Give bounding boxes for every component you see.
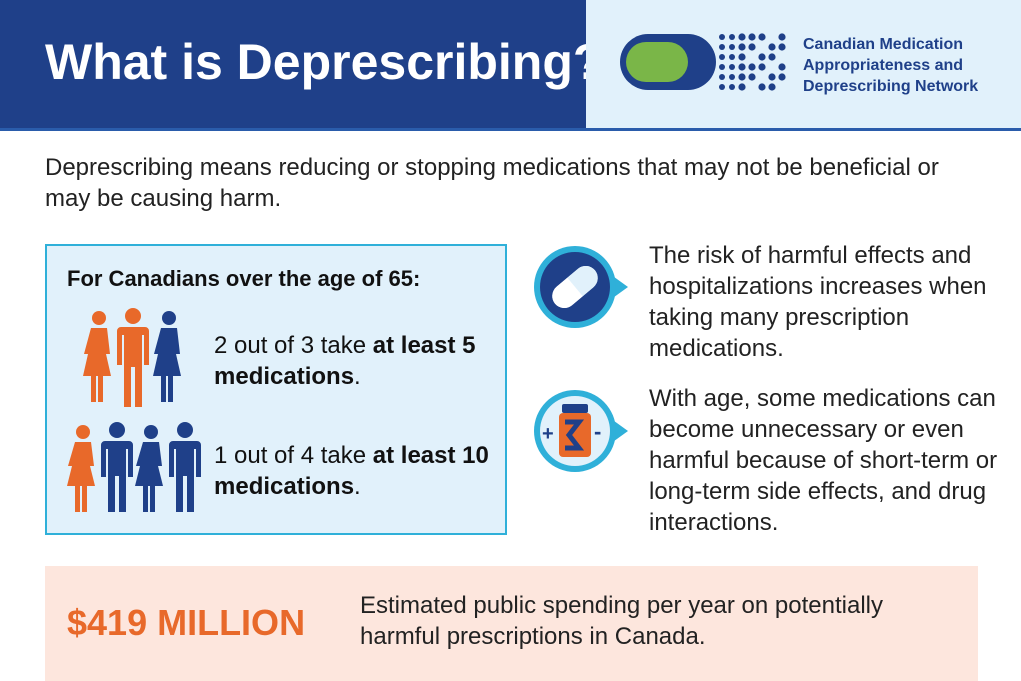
capsule-icon — [534, 246, 628, 328]
logo-dot — [768, 43, 776, 51]
svg-text:+: + — [542, 423, 554, 445]
network-name-line-1: Canadian Medication — [803, 36, 964, 53]
logo-dot — [719, 44, 725, 50]
logo-dot — [719, 84, 725, 90]
pill-bottle-plus-minus-icon: + - — [534, 390, 628, 472]
logo-dot — [738, 43, 746, 51]
stat-emphasis: at least 5 medications — [214, 332, 476, 390]
logo-panel: Canadian Medication Appropriateness and … — [586, 0, 1021, 128]
stat-text-10-medications: 1 out of 4 take at least 10 medications. — [214, 440, 505, 502]
logo-dot — [778, 43, 786, 51]
logo-dot — [768, 73, 776, 81]
logo-dot — [729, 64, 735, 70]
fact-harmful-effects: The risk of harmful effects and hospital… — [649, 242, 987, 362]
network-name: Canadian Medication Appropriateness and … — [803, 34, 978, 97]
network-name-line-2: Appropriateness and — [803, 57, 964, 74]
stats-heading: For Canadians over the age of 65: — [67, 266, 421, 291]
logo-dot — [738, 33, 746, 41]
logo-dot — [748, 73, 756, 81]
logo-dot — [758, 63, 766, 71]
stat-prefix: 1 out of 4 take — [214, 442, 373, 469]
logo-dot — [768, 53, 776, 61]
cost-bar: $419 MILLION Estimated public spending p… — [45, 566, 978, 681]
logo-dot — [778, 73, 786, 81]
stat-suffix: . — [354, 473, 361, 500]
logo-dot — [758, 83, 766, 91]
logo-dot — [778, 33, 786, 41]
svg-text:-: - — [594, 419, 601, 444]
intro-text: Deprescribing means reducing or stopping… — [45, 154, 939, 212]
logo-dot — [758, 33, 766, 41]
fact-age-side-effects: With age, some medications can become un… — [649, 385, 998, 536]
logo-dot — [768, 83, 776, 91]
logo-dot — [729, 54, 735, 60]
logo-dot — [719, 64, 725, 70]
network-name-line-3: Deprescribing Network — [803, 78, 979, 95]
cost-value: $419 MILLION — [67, 602, 306, 643]
pill-dots-logo-icon — [620, 33, 786, 91]
stat-emphasis: at least 10 medications — [214, 442, 489, 500]
logo-dot — [729, 84, 735, 90]
header-divider — [0, 128, 1021, 131]
logo-dot — [719, 74, 725, 80]
logo-dot — [719, 34, 725, 40]
logo-dot — [738, 53, 746, 61]
stats-box: For Canadians over the age of 65: 2 out … — [45, 244, 507, 535]
logo-dot — [748, 33, 756, 41]
logo-dot — [729, 34, 735, 40]
page-title: What is Deprescribing? — [45, 34, 604, 90]
stat-prefix: 2 out of 3 take — [214, 332, 373, 359]
logo-dot — [719, 54, 725, 60]
logo-dot — [738, 63, 746, 71]
logo-dot — [738, 83, 746, 91]
logo-dot — [758, 53, 766, 61]
logo-dot — [738, 73, 746, 81]
logo-dot — [729, 74, 735, 80]
stat-text-5-medications: 2 out of 3 take at least 5 medications. — [214, 330, 505, 392]
stat-suffix: . — [354, 363, 361, 390]
people-group-2-of-3-icon — [83, 308, 181, 407]
people-group-1-of-4-icon — [67, 422, 201, 512]
logo-dot — [778, 63, 786, 71]
logo-dot — [748, 63, 756, 71]
logo-dot — [748, 43, 756, 51]
cost-description: Estimated public spending per year on po… — [360, 592, 883, 650]
logo-dot — [729, 44, 735, 50]
